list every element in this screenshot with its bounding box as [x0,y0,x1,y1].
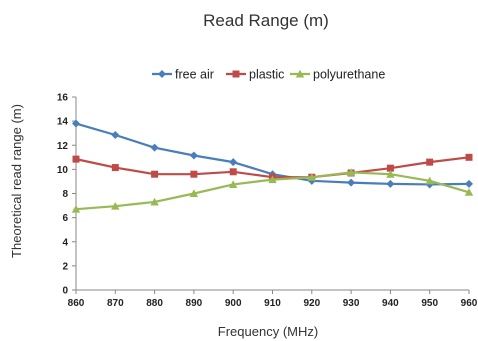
legend-marker [232,70,240,78]
legend-item: polyurethane [290,68,385,82]
x-axis-ticks: 860 870 880 890 900 910 920 930 940 950 960 [68,290,478,309]
data-point [386,170,395,178]
data-point [229,168,237,176]
y-tick-label: 10 [57,165,69,176]
legend-label: plastic [249,68,284,82]
legend-marker [295,69,305,78]
y-tick-label: 14 [57,117,69,128]
y-tick-label: 0 [62,286,68,297]
x-tick-label: 880 [146,298,163,309]
data-point [189,151,198,160]
data-point [307,173,316,181]
y-tick-label: 16 [57,93,69,104]
data-point [150,197,159,206]
data-point [465,179,473,188]
x-tick-label: 900 [225,298,242,309]
data-point [346,168,356,176]
data-point [151,170,159,178]
data-point [111,130,120,139]
data-point [426,158,434,166]
data-point [464,188,474,196]
x-tick-label: 890 [186,298,203,309]
data-point [111,201,120,210]
y-tick-label: 6 [62,213,68,224]
data-point [229,180,238,188]
data-point [189,189,199,197]
y-tick-label: 4 [62,237,68,248]
data-point [71,204,81,213]
x-axis-title: Frequency (MHz) [218,324,318,339]
legend: free air plastic polyurethane [152,68,385,82]
legend-label: free air [175,68,214,82]
x-tick-label: 920 [303,298,320,309]
data-point [347,178,356,187]
data-point [72,119,80,128]
legend-item: plastic [226,68,284,82]
y-tick-label: 8 [62,189,68,200]
data-point [111,164,119,172]
x-tick-label: 960 [461,298,478,309]
y-axis-ticks: 0 2 4 6 8 10 12 14 16 [57,93,76,297]
series-layer [71,119,474,213]
legend-marker [158,70,166,78]
data-point [150,143,159,152]
x-tick-label: 930 [343,298,360,309]
chart-title: Read Range (m) [203,11,329,30]
data-point [229,158,238,167]
x-tick-label: 860 [68,298,85,309]
y-axis-title: Theoretical read range (m) [9,104,24,258]
data-point [268,175,277,184]
x-tick-label: 910 [264,298,281,309]
data-point [386,164,394,172]
data-point [190,170,198,178]
data-point [72,155,80,163]
legend-item: free air [152,68,214,82]
x-tick-label: 940 [382,298,399,309]
legend-label: polyurethane [313,68,385,82]
y-tick-label: 12 [57,141,69,152]
x-tick-label: 870 [107,298,124,309]
y-tick-label: 2 [62,261,68,272]
data-point [465,153,473,161]
x-tick-label: 950 [421,298,438,309]
series-polyurethane [71,168,474,213]
data-point [386,179,395,188]
data-point [425,176,434,185]
